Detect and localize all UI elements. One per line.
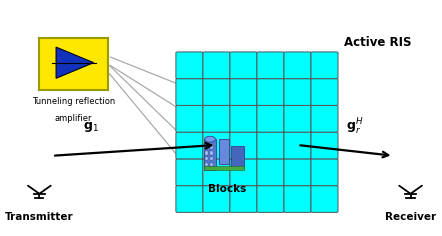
FancyBboxPatch shape [176,52,203,79]
FancyBboxPatch shape [311,159,338,186]
Text: Receiver: Receiver [385,212,436,222]
FancyBboxPatch shape [176,159,203,186]
FancyBboxPatch shape [203,52,230,79]
FancyBboxPatch shape [284,52,311,79]
FancyBboxPatch shape [203,132,230,159]
Bar [210,163,213,166]
Bar [210,151,213,155]
Bar [210,157,213,160]
Text: Transmitter: Transmitter [5,212,74,222]
FancyBboxPatch shape [311,132,338,159]
FancyBboxPatch shape [230,79,257,105]
Text: $\mathbf{g}_r^H$: $\mathbf{g}_r^H$ [347,117,364,138]
Bar [205,163,208,166]
FancyBboxPatch shape [257,186,284,212]
Text: Active RIS: Active RIS [344,36,412,49]
Bar [205,151,208,155]
Bar [39,38,107,90]
FancyBboxPatch shape [257,159,284,186]
FancyBboxPatch shape [311,52,338,79]
FancyBboxPatch shape [284,79,311,105]
FancyBboxPatch shape [311,186,338,212]
Text: Tunneling reflection: Tunneling reflection [32,97,115,106]
FancyBboxPatch shape [176,105,203,132]
Bar [231,146,244,168]
FancyBboxPatch shape [257,132,284,159]
FancyBboxPatch shape [257,52,284,79]
Text: Blocks: Blocks [208,184,246,194]
FancyBboxPatch shape [230,132,257,159]
FancyBboxPatch shape [230,186,257,212]
FancyBboxPatch shape [230,105,257,132]
Ellipse shape [205,136,215,142]
FancyBboxPatch shape [284,105,311,132]
FancyBboxPatch shape [311,105,338,132]
FancyBboxPatch shape [203,105,230,132]
Bar [210,145,213,149]
FancyBboxPatch shape [230,52,257,79]
FancyBboxPatch shape [257,79,284,105]
Text: amplifier: amplifier [55,114,92,123]
FancyBboxPatch shape [203,186,230,212]
Bar [205,145,208,149]
FancyBboxPatch shape [203,159,230,186]
FancyBboxPatch shape [311,79,338,105]
Polygon shape [56,47,94,78]
Bar [218,139,229,164]
FancyBboxPatch shape [176,132,203,159]
Text: $\mathbf{g}_1$: $\mathbf{g}_1$ [83,120,99,135]
FancyBboxPatch shape [176,186,203,212]
FancyBboxPatch shape [230,159,257,186]
Bar [204,139,217,170]
Bar [205,157,208,160]
Bar [204,166,244,170]
FancyBboxPatch shape [284,132,311,159]
FancyBboxPatch shape [176,79,203,105]
FancyBboxPatch shape [203,79,230,105]
FancyBboxPatch shape [284,186,311,212]
FancyBboxPatch shape [284,159,311,186]
FancyBboxPatch shape [257,105,284,132]
